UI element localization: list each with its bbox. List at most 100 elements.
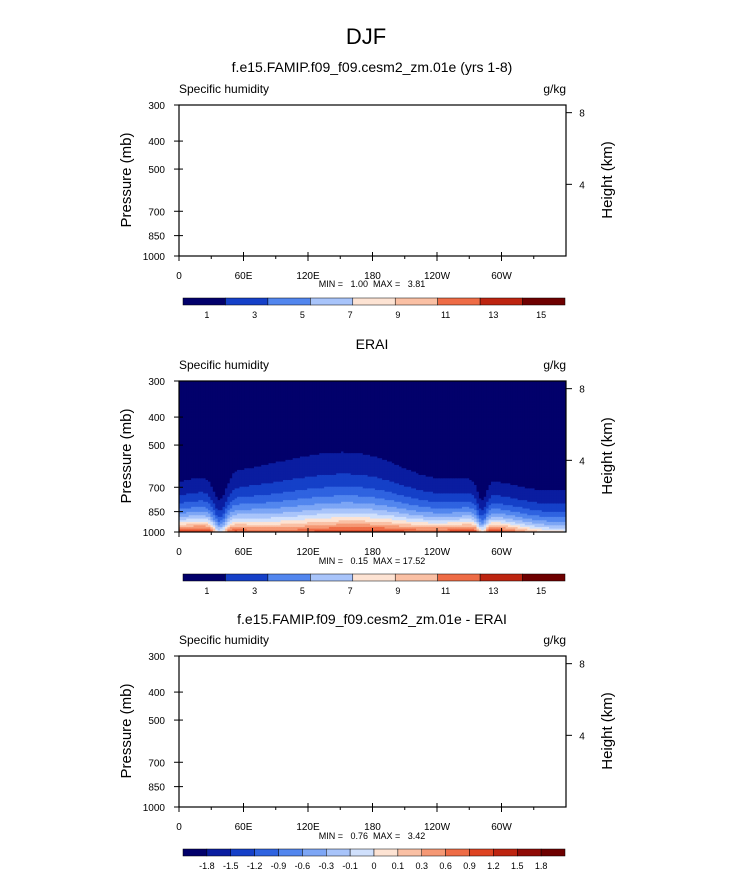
humidity-cell	[232, 471, 236, 474]
humidity-cell	[283, 511, 287, 515]
humidity-cell	[273, 481, 277, 484]
humidity-cell	[205, 464, 209, 468]
humidity-cell	[299, 427, 303, 431]
humidity-cell	[210, 493, 214, 496]
humidity-cell	[246, 426, 250, 429]
humidity-cell	[283, 474, 287, 478]
humidity-cell	[258, 530, 262, 532]
humidity-cell	[302, 382, 306, 385]
humidity-cell	[261, 491, 265, 495]
humidity-cell	[188, 476, 192, 479]
humidity-cell	[186, 453, 190, 456]
humidity-cell	[232, 404, 236, 407]
humidity-cell	[278, 421, 282, 424]
humidity-cell	[229, 488, 233, 491]
humidity-cell	[229, 397, 233, 401]
humidity-cell	[275, 471, 279, 474]
humidity-cell	[183, 464, 187, 468]
humidity-cell	[203, 443, 207, 446]
humidity-cell	[212, 427, 216, 431]
humidity-cell	[304, 433, 308, 436]
humidity-cell	[239, 399, 243, 402]
humidity-cell	[297, 490, 301, 493]
humidity-cell	[188, 498, 192, 501]
humidity-cell	[195, 523, 199, 526]
humidity-cell	[205, 414, 209, 417]
humidity-cell	[307, 459, 311, 463]
humidity-cell	[268, 392, 272, 396]
humidity-cell	[302, 414, 306, 417]
humidity-cell	[198, 427, 202, 431]
humidity-cell	[217, 397, 221, 401]
humidity-cell	[270, 511, 274, 515]
humidity-cell	[229, 513, 233, 516]
humidity-cell	[256, 401, 260, 404]
humidity-cell	[253, 471, 257, 474]
humidity-cell	[203, 506, 207, 510]
humidity-cell	[246, 422, 250, 426]
humidity-cell	[249, 510, 253, 513]
humidity-cell	[227, 516, 231, 520]
humidity-cell	[215, 474, 219, 478]
humidity-cell	[239, 448, 243, 451]
humidity-cell	[244, 486, 248, 489]
humidity-cell	[253, 476, 257, 479]
humidity-cell	[244, 401, 248, 404]
humidity-cell	[239, 515, 243, 518]
humidity-cell	[299, 490, 303, 493]
humidity-cell	[273, 479, 277, 483]
humidity-cell	[229, 381, 233, 384]
humidity-cell	[290, 528, 294, 531]
humidity-cell	[239, 426, 243, 429]
humidity-cell	[270, 469, 274, 473]
humidity-cell	[186, 491, 190, 495]
humidity-cell	[244, 426, 248, 429]
humidity-cell	[208, 521, 212, 525]
humidity-cell	[256, 508, 260, 511]
humidity-cell	[297, 481, 301, 484]
humidity-cell	[191, 386, 195, 389]
humidity-cell	[212, 461, 216, 464]
humidity-cell	[299, 488, 303, 491]
humidity-cell	[241, 491, 245, 495]
humidity-cell	[222, 515, 226, 518]
humidity-cell	[290, 498, 294, 501]
humidity-cell	[205, 404, 209, 407]
humidity-cell	[232, 439, 236, 442]
humidity-cell	[246, 412, 250, 416]
humidity-cell	[253, 451, 257, 454]
humidity-cell	[203, 399, 207, 402]
humidity-cell	[183, 528, 187, 531]
humidity-cell	[222, 459, 226, 463]
humidity-cell	[287, 516, 291, 520]
humidity-cell	[304, 530, 308, 532]
humidity-cell	[198, 510, 202, 513]
humidity-cell	[290, 474, 294, 478]
humidity-cell	[179, 411, 183, 414]
humidity-cell	[273, 441, 277, 444]
humidity-cell	[239, 449, 243, 453]
humidity-cell	[295, 443, 299, 446]
humidity-cell	[275, 394, 279, 397]
humidity-cell	[304, 513, 308, 516]
humidity-cell	[292, 525, 296, 528]
humidity-cell	[261, 516, 265, 520]
humidity-cell	[283, 454, 287, 458]
humidity-cell	[302, 506, 306, 510]
humidity-cell	[181, 530, 185, 532]
humidity-cell	[278, 453, 282, 456]
humidity-cell	[253, 424, 257, 427]
humidity-cell	[229, 510, 233, 513]
humidity-cell	[287, 511, 291, 515]
humidity-cell	[227, 389, 231, 392]
humidity-cell	[280, 520, 284, 523]
humidity-cell	[217, 416, 221, 419]
humidity-cell	[186, 436, 190, 439]
humidity-cell	[292, 454, 296, 458]
humidity-cell	[258, 414, 262, 417]
humidity-cell	[258, 515, 262, 518]
humidity-cell	[304, 431, 308, 434]
humidity-cell	[232, 406, 236, 409]
humidity-cell	[186, 422, 190, 426]
humidity-cell	[287, 396, 291, 399]
